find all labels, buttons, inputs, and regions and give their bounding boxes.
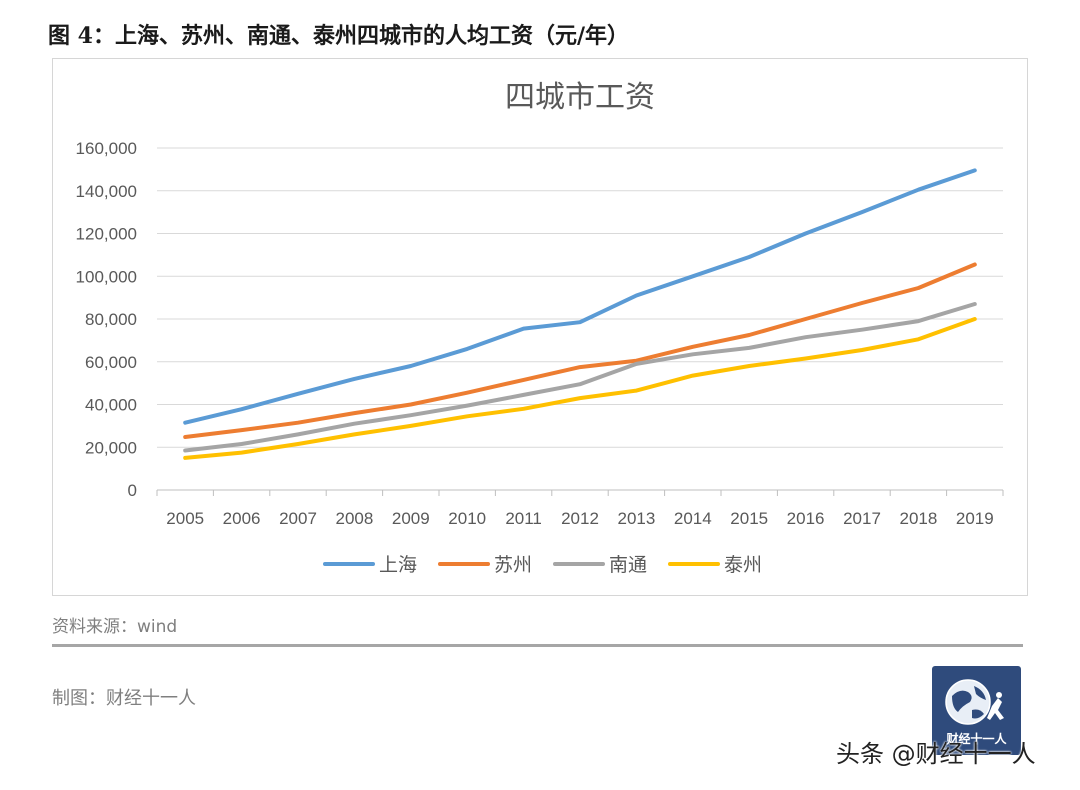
x-tick-label: 2018	[899, 509, 937, 528]
y-tick-label: 100,000	[76, 267, 137, 286]
y-tick-label: 80,000	[85, 310, 137, 329]
x-tick-label: 2015	[730, 509, 768, 528]
x-tick-label: 2007	[279, 509, 317, 528]
series-line-2	[183, 262, 977, 439]
logo-text: 财经十一人	[946, 732, 1007, 746]
legend-label: 南通	[609, 554, 647, 576]
x-tick-label: 2006	[223, 509, 261, 528]
source-note: 资料来源：wind	[52, 617, 178, 637]
legend-label: 苏州	[494, 554, 532, 576]
maker-note: 制图：财经十一人	[52, 688, 196, 709]
x-tick-label: 2012	[561, 509, 599, 528]
x-tick-label: 2010	[448, 509, 486, 528]
divider	[52, 644, 1023, 647]
y-tick-label: 0	[128, 481, 137, 500]
x-tick-label: 2019	[956, 509, 994, 528]
y-tick-label: 40,000	[85, 396, 137, 415]
series-line-1	[183, 168, 977, 425]
legend-label: 泰州	[724, 554, 762, 576]
x-tick-label: 2013	[617, 509, 655, 528]
globe-icon	[945, 679, 1004, 725]
series-line-3	[183, 302, 977, 453]
figure-title: 图 4：上海、苏州、南通、泰州四城市的人均工资（元/年）	[48, 23, 630, 49]
x-tick-label: 2014	[674, 509, 712, 528]
chart-area: 四城市工资 0 20,000 40,000 60,000 80,000 100,000 120…	[52, 58, 1028, 596]
x-tick-label: 2008	[335, 509, 373, 528]
watermark: 头条 @财经十一人	[836, 740, 1036, 768]
y-tick-label: 140,000	[76, 182, 137, 201]
line-chart: 四城市工资 0 20,000 40,000 60,000 80,000 100,000 120…	[76, 80, 1004, 576]
y-tick-label: 120,000	[76, 225, 137, 244]
chart-title: 四城市工资	[505, 80, 655, 115]
y-tick-label: 20,000	[85, 438, 137, 457]
x-tick-label: 2017	[843, 509, 881, 528]
x-tick-label: 2009	[392, 509, 430, 528]
x-tick-label: 2011	[505, 509, 542, 528]
x-tick-label: 2005	[166, 509, 204, 528]
legend-label: 上海	[379, 554, 417, 576]
y-tick-label: 160,000	[76, 139, 137, 158]
series-line-4	[183, 317, 977, 460]
x-tick-label: 2016	[787, 509, 825, 528]
brand-logo: 财经十一人	[932, 666, 1021, 755]
y-tick-label: 60,000	[85, 353, 137, 372]
